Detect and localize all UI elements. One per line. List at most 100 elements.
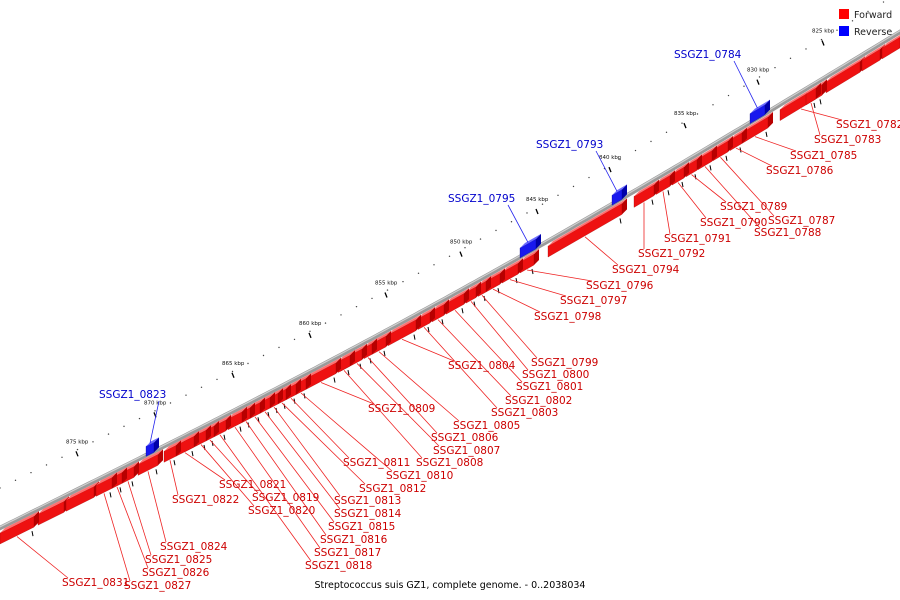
gene-tick — [333, 377, 336, 383]
scale-tick: 840 kbp — [599, 155, 622, 173]
gene-side — [476, 281, 481, 298]
scale-minor-dot — [340, 314, 342, 316]
gene-top — [352, 343, 367, 355]
gene-front — [611, 189, 623, 206]
scale-major-tick — [683, 122, 687, 129]
gene-label-text: SSGZ1_0813 — [334, 495, 401, 507]
gene-label-SSGZ1_0797: SSGZ1_0797 — [509, 279, 627, 307]
scale-tick-label: 850 kbp — [450, 240, 473, 246]
gene-label-text: SSGZ1_0782 — [836, 119, 900, 131]
scale-minor-dot — [355, 305, 358, 308]
gene-connector — [378, 351, 460, 422]
scale-minor-dot — [650, 140, 652, 143]
gene-label-SSGZ1_0810: SSGZ1_0810 — [300, 392, 453, 482]
scale-minor-dot — [727, 94, 730, 97]
gene-top — [548, 198, 627, 247]
gene-label-SSGZ1_0823: SSGZ1_0823 — [99, 389, 166, 444]
scale-minor-dot — [386, 289, 389, 291]
gene-connector — [704, 166, 761, 229]
gene-tick — [383, 350, 386, 356]
gene-label-SSGZ1_0798: SSGZ1_0798 — [492, 288, 601, 323]
gene-label-text: SSGZ1_0807 — [433, 445, 500, 457]
gene-tick — [413, 334, 416, 340]
scale-minor-dot — [92, 441, 94, 443]
gene-label-text: SSGZ1_0790 — [700, 217, 767, 229]
scale-major-tick — [384, 292, 388, 298]
gene-top — [432, 299, 449, 311]
gene-connector — [754, 136, 797, 152]
scale-tick-label: 860 kbp — [299, 321, 322, 327]
gene-label-text: SSGZ1_0803 — [491, 407, 558, 419]
gene-label-SSGZ1_0785: SSGZ1_0785 — [754, 136, 857, 162]
gene-tick — [651, 199, 654, 205]
scale-minor-dot — [61, 456, 63, 458]
scale-tick-label: 855 kbp — [375, 280, 398, 286]
gene-tick — [173, 460, 176, 466]
gene-side — [816, 82, 821, 99]
gene-label-text: SSGZ1_0805 — [453, 420, 520, 432]
gene-label-text: SSGZ1_0802 — [505, 395, 572, 407]
gene-side — [194, 431, 199, 448]
gene-top — [176, 431, 199, 446]
scale-minor-dot — [76, 448, 79, 451]
gene-label-text: SSGZ1_0793 — [536, 139, 603, 151]
gene-label-text: SSGZ1_0786 — [766, 165, 834, 177]
gene-side — [242, 406, 247, 423]
gene-label-SSGZ1_0794: SSGZ1_0794 — [584, 236, 680, 276]
gene-top — [713, 135, 733, 150]
gene-side — [306, 373, 311, 390]
gene-side — [654, 179, 659, 196]
gene-side — [486, 276, 491, 293]
gene-connector — [584, 236, 619, 266]
gene-side — [386, 330, 391, 347]
scale-tick: 860 kbp — [299, 321, 322, 339]
gene-tick — [709, 165, 712, 171]
scale-minor-dot — [851, 20, 854, 22]
scale-minor-dot — [758, 76, 761, 78]
gene-label-SSGZ1_0807: SSGZ1_0807 — [356, 363, 500, 457]
gene-top — [446, 288, 469, 304]
scale-minor-dot — [200, 386, 203, 388]
gene-label-text: SSGZ1_0792 — [638, 248, 705, 260]
gene-block-SSGZ1_0808 — [337, 350, 355, 376]
scale-tick: 870 kbp — [144, 400, 167, 418]
gene-block-SSGZ1_0824 — [137, 449, 163, 476]
scale-minor-dot — [557, 194, 559, 197]
gene-label-text: SSGZ1_0811 — [343, 457, 410, 469]
gene-connector — [169, 460, 179, 496]
gene-tick — [239, 426, 242, 432]
gene-label-text: SSGZ1_0804 — [448, 360, 516, 372]
gene-tick — [681, 181, 684, 188]
scale-minor-dot — [45, 464, 48, 466]
scale-minor-dot — [231, 370, 234, 373]
scale-minor-dot — [0, 487, 1, 489]
gene-side — [768, 111, 773, 128]
scale-tick-label: 870 kbp — [144, 400, 167, 406]
gene-block-unlabeled — [881, 35, 900, 60]
gene-label-text: SSGZ1_0820 — [248, 505, 315, 517]
gene-side — [622, 198, 627, 215]
gene-side — [214, 420, 219, 437]
scale-tick: 835 kbp — [674, 111, 697, 129]
gene-label-SSGZ1_0796: SSGZ1_0796 — [526, 269, 654, 292]
gene-connector — [320, 382, 375, 405]
scale-major-tick — [231, 372, 235, 378]
gene-side — [336, 357, 341, 374]
gene-label-SSGZ1_0790: SSGZ1_0790 — [677, 182, 767, 229]
scale-minor-dot — [154, 410, 156, 412]
scale-minor-dot — [14, 479, 17, 482]
gene-tick — [191, 451, 194, 457]
gene-tick — [109, 492, 112, 498]
gene-tick — [359, 363, 362, 369]
gene-top — [672, 161, 689, 175]
scale-minor-dot — [882, 1, 885, 3]
gene-top — [146, 437, 159, 447]
scale-major-tick — [608, 166, 612, 173]
scale-major-tick — [75, 451, 79, 457]
scale-ruler: 825 kbp 830 kbp 835 kbp 840 kbp 845 kbp 850 k… — [0, 1, 885, 489]
gene-connector — [677, 182, 707, 219]
gene-block-SSGZ1_0823 — [145, 437, 159, 457]
gene-connector — [423, 326, 498, 409]
gene-tick — [155, 469, 158, 475]
legend: Forward Reverse — [839, 9, 892, 38]
